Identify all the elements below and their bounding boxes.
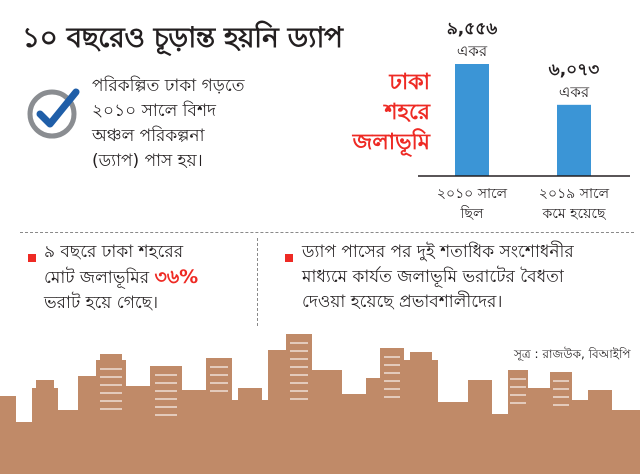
column-divider — [257, 238, 258, 326]
fact-line: মোট জলাভূমির ৩৬% — [44, 265, 198, 291]
city-skyline-illustration — [0, 334, 640, 474]
loss-percentage: ৩৬% — [154, 266, 199, 288]
bar-value-label: ৬,০৭৩ — [549, 60, 600, 80]
bullet-marker — [285, 254, 293, 262]
category-label: কমে হয়েছে — [542, 206, 607, 222]
fact-amendments: ড্যাপ পাসের পর দুই শতাধিক সংশোধনীর মাধ্য… — [302, 240, 574, 315]
fact-line: ড্যাপ পাসের পর দুই শতাধিক সংশোধনীর — [302, 242, 574, 262]
bullet-marker — [28, 254, 36, 262]
category-label: ছিল — [460, 205, 484, 222]
wetland-label-line: ঢাকা — [389, 70, 430, 95]
bar — [557, 104, 591, 176]
bar-unit-label: একর — [457, 42, 488, 60]
category-label: ২০১৯ সালে — [539, 186, 610, 202]
page-title: ১০ বছরেও চূড়ান্ত হয়নি ড্যাপ — [22, 21, 343, 54]
bar-unit-label: একর — [559, 83, 590, 101]
fact-line: দেওয়া হয়েছে প্রভাবশালীদের। — [302, 292, 503, 312]
fact-wetland-loss: ৯ বছরে ঢাকা শহরের মোট জলাভূমির ৩৬% ভরাট … — [44, 240, 198, 316]
intro-text: পরিকল্পিত ঢাকা গড়তে ২০১০ সালে বিশদ অঞ্চ… — [92, 74, 292, 174]
bar — [455, 64, 489, 176]
bar-value-label: ৯,৫৫৬ — [447, 19, 498, 39]
intro-line: (ড্যাপ) পাস হয়। — [92, 151, 203, 171]
wetland-label: ঢাকা শহরে জলাভূমি — [330, 68, 430, 158]
category-label: ২০১০ সালে — [437, 186, 508, 202]
source-credit: সূত্র : রাজউক, বিআইপি — [514, 347, 631, 361]
fact-line: মাধ্যমে কার্যত জলাভূমি ভরাটের বৈধতা — [302, 267, 564, 287]
intro-line: অঞ্চল পরিকল্পনা — [92, 126, 205, 146]
fact-line: ভরাট হয়ে গেছে। — [44, 293, 159, 313]
checkmark-icon — [27, 88, 80, 139]
intro-line: পরিকল্পিত ঢাকা গড়তে — [92, 76, 245, 96]
fact-text: মোট জলাভূমির — [44, 268, 155, 288]
wetland-bar-chart: ৯,৫৫৬ একর ২০১০ সালে ছিল ৬,০৭৩ একর ২০১৯ সালে কমে… — [418, 19, 630, 222]
section-divider — [20, 232, 634, 233]
wetland-label-line: জলাভূমি — [352, 130, 430, 155]
fact-line: ৯ বছরে ঢাকা শহরের — [44, 242, 184, 262]
wetland-label-line: শহরে — [384, 100, 430, 125]
intro-line: ২০১০ সালে বিশদ — [92, 101, 216, 121]
